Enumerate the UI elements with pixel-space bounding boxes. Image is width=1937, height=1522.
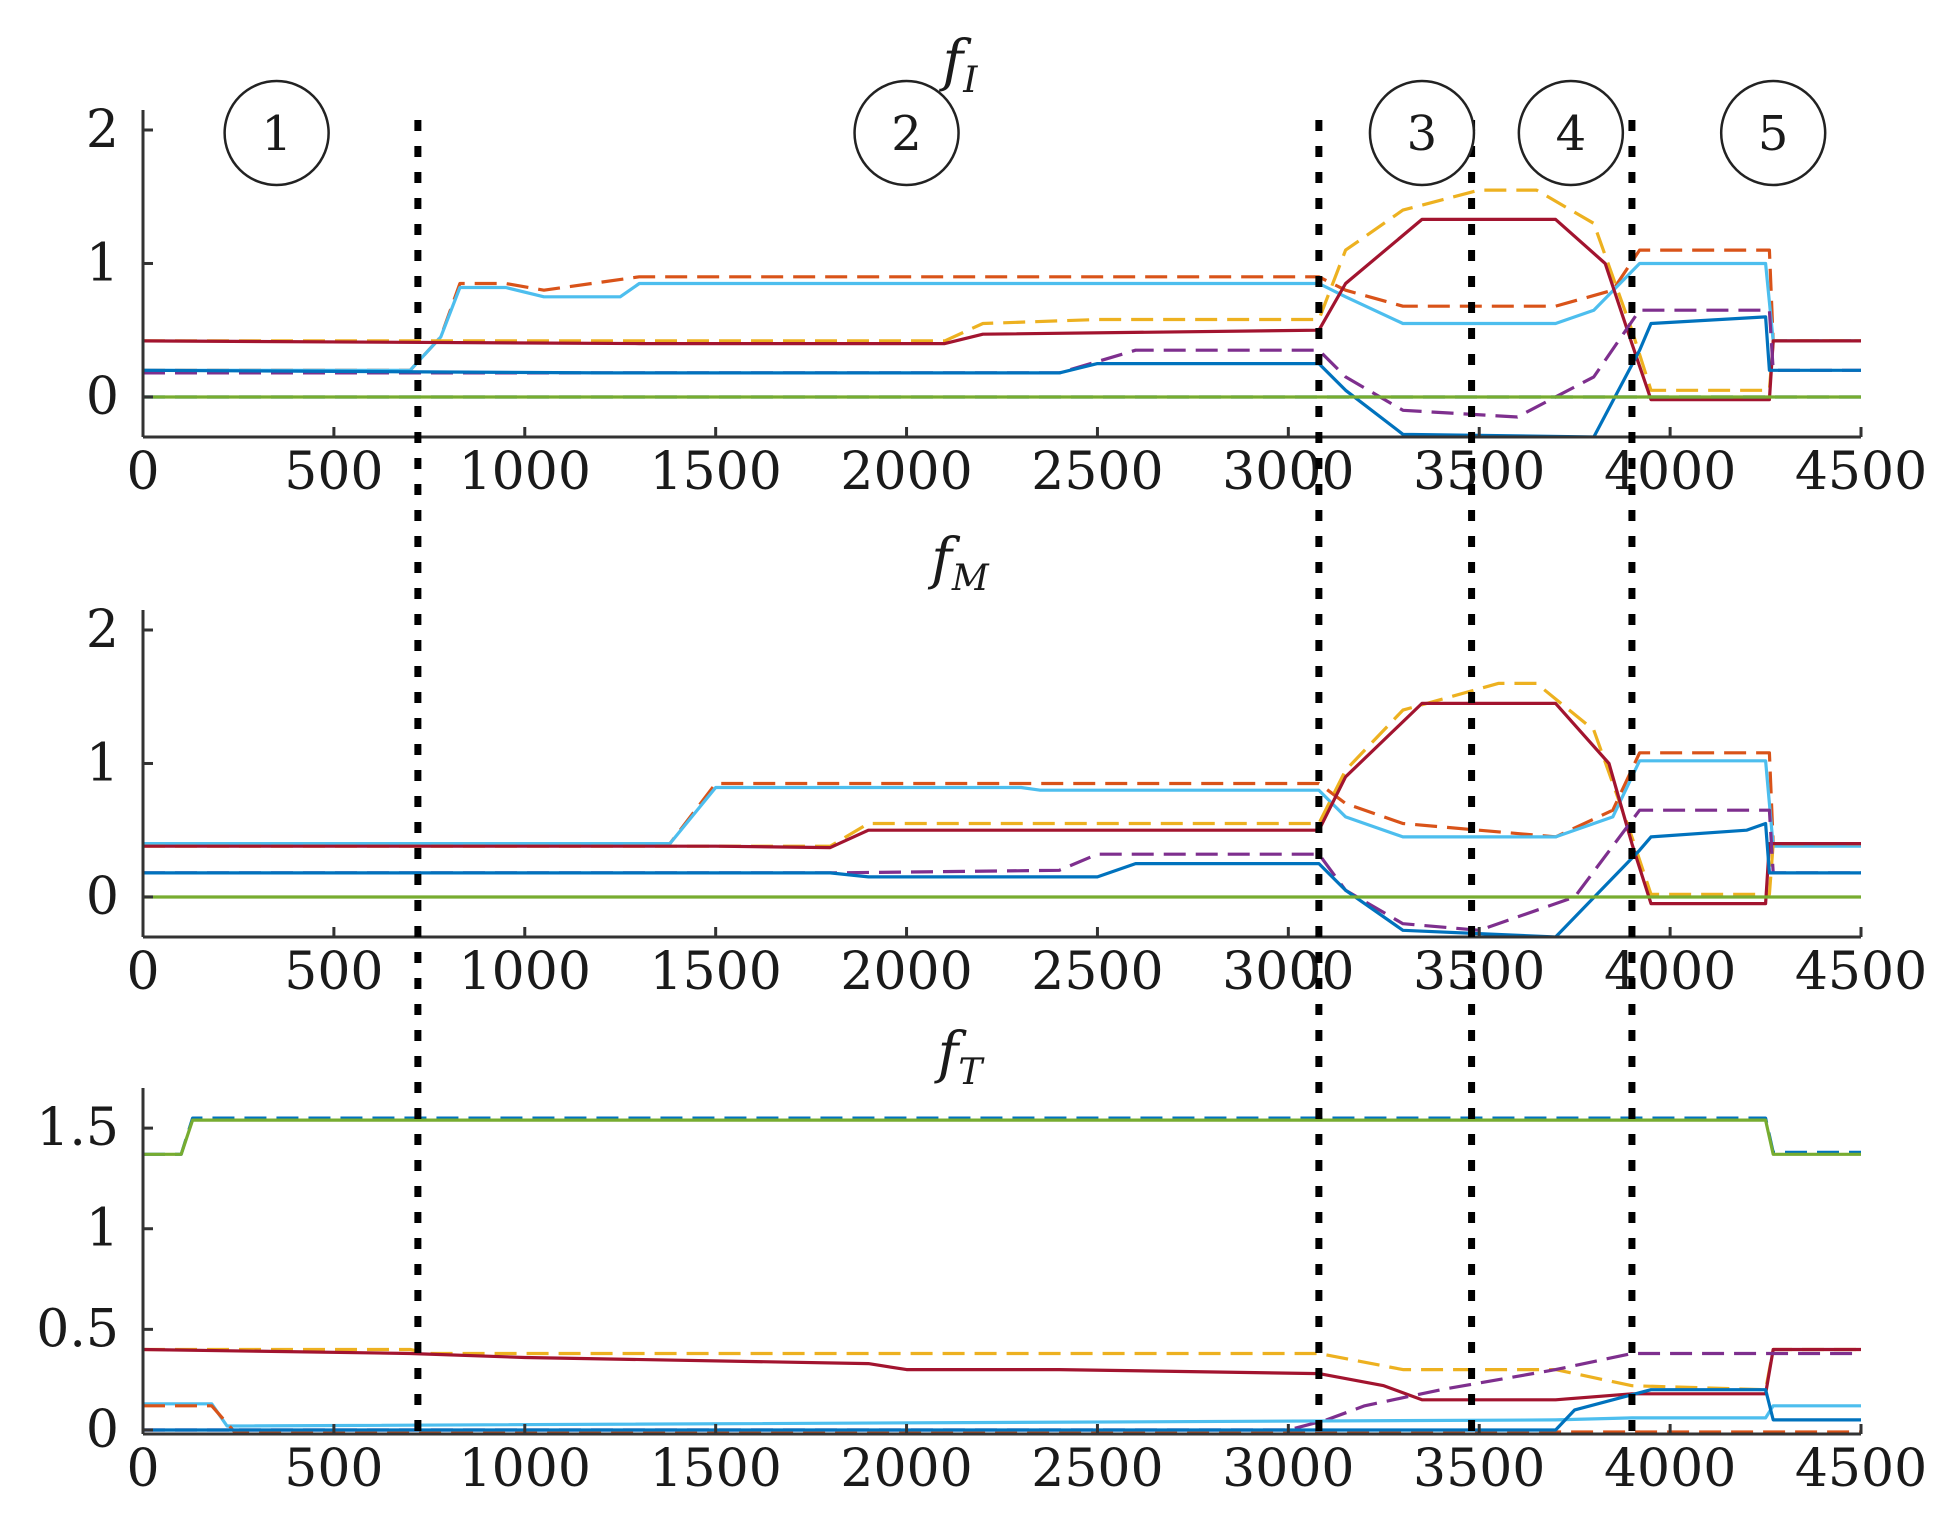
panel-f-t-x-tick-label: 4500 xyxy=(1795,1439,1927,1499)
phase-labels: 1 2 3 4 5 xyxy=(223,79,1827,187)
panel-f-t-y-tick-label: 0 xyxy=(86,1400,119,1460)
phase-circle xyxy=(853,79,960,187)
phase-circle xyxy=(1719,79,1827,187)
panel-f-m: fM 0 500 1000 1500 2000 2500 3000 3500 4000 4500 0… xyxy=(86,527,1927,1002)
panel-f-m-series-red xyxy=(143,701,1861,906)
panel-f-m-series-purple-dashed xyxy=(143,808,1861,932)
panel-f-i-series-yellow-dashed xyxy=(143,188,1861,392)
panel-f-m-series-orange-dashed xyxy=(143,751,1861,846)
panel-f-m-x-tick-label: 2500 xyxy=(1031,942,1163,1002)
panel-f-i-x-tick-label: 1500 xyxy=(649,442,781,502)
panel-f-i-y-tick-label: 2 xyxy=(86,100,119,160)
panel-f-i-x-tick-label: 4500 xyxy=(1795,442,1927,502)
panel-f-i-y-tick-label: 0 xyxy=(86,367,119,427)
panel-f-m-series-yellow-dashed xyxy=(143,681,1861,896)
phase-label: 1 xyxy=(261,106,292,162)
panel-f-m-x-tick-label: 4500 xyxy=(1795,942,1927,1002)
panel-f-i-series-purple-dashed xyxy=(143,308,1861,419)
panel-f-m-x-tick-label: 3000 xyxy=(1222,942,1354,1002)
phase-circle xyxy=(223,79,330,187)
panel-f-m-title: fM xyxy=(927,527,990,599)
panel-f-i-x-tick-label: 4000 xyxy=(1604,442,1736,502)
panel-f-t-series-blue-dashed xyxy=(143,1116,1861,1156)
panel-f-m-series-blue xyxy=(143,821,1861,937)
panel-f-t-y-tick-label: 0.5 xyxy=(36,1299,119,1359)
panel-f-m-x-tick-label: 4000 xyxy=(1604,942,1736,1002)
panel-f-t-x-tick-label: 1000 xyxy=(459,1439,591,1499)
panel-f-m-y-tick-label: 1 xyxy=(86,733,119,793)
panel-f-i-series-red xyxy=(143,217,1861,402)
panel-f-t-x-tick-label: 4000 xyxy=(1604,1439,1736,1499)
panel-f-m-x-tick-label: 3500 xyxy=(1413,942,1545,1002)
phase-circle xyxy=(1368,79,1476,187)
panel-f-i-x-tick-label: 0 xyxy=(126,442,159,502)
panel-f-t-series-purple-dashed xyxy=(143,1351,1861,1432)
panel-f-t-series-cyan xyxy=(143,1402,1861,1428)
panel-f-m-y-tick-label: 0 xyxy=(86,867,119,927)
panel-f-t-x-tick-label: 3000 xyxy=(1222,1439,1354,1499)
panel-f-t-y-tick-label: 1.5 xyxy=(36,1098,119,1158)
panel-f-t-x-tick-label: 0 xyxy=(126,1439,159,1499)
panel-f-i-title: fI xyxy=(939,29,979,101)
panel-f-i-x-tick-label: 3000 xyxy=(1222,442,1354,502)
panel-f-i-x-tick-label: 2000 xyxy=(840,442,972,502)
panel-f-i-x-tick-label: 500 xyxy=(284,442,383,502)
panel-f-i-x-tick-label: 3500 xyxy=(1413,442,1545,502)
panel-f-t-x-tick-label: 500 xyxy=(284,1439,383,1499)
panel-f-i-y-tick-label: 1 xyxy=(86,233,119,293)
panel-f-m-x-tick-label: 500 xyxy=(284,942,383,1002)
phase-label: 5 xyxy=(1758,106,1789,162)
panel-f-t: fT 0 500 1000 1500 2000 2500 3000 3500 4000 4500 0… xyxy=(36,1021,1927,1499)
panel-f-t-series-blue xyxy=(143,1388,1861,1432)
panel-f-m-x-tick-label: 2000 xyxy=(840,942,972,1002)
panel-f-t-y-tick-label: 1 xyxy=(86,1199,119,1259)
panel-f-t-series-red xyxy=(143,1347,1861,1402)
panel-f-t-x-tick-label: 3500 xyxy=(1413,1439,1545,1499)
panel-f-i-x-tick-label: 2500 xyxy=(1031,442,1163,502)
panel-f-t-x-tick-label: 1500 xyxy=(649,1439,781,1499)
panel-f-t-series-green xyxy=(143,1118,1861,1156)
panel-f-i: fI 0 500 1000 1500 2000 2500 3000 3500 4000 4500 0… xyxy=(86,29,1927,502)
panel-f-t-x-tick-label: 2500 xyxy=(1031,1439,1163,1499)
phase-circle xyxy=(1517,79,1625,187)
panel-f-i-series-blue xyxy=(143,315,1861,437)
panel-f-m-series-cyan xyxy=(143,759,1861,848)
panel-f-m-x-tick-label: 0 xyxy=(126,942,159,1002)
panel-f-i-series-orange-dashed xyxy=(143,248,1861,372)
panel-f-t-series-orange-dashed xyxy=(143,1404,1861,1434)
panel-f-i-x-tick-label: 1000 xyxy=(459,442,591,502)
panel-f-i-series-cyan xyxy=(143,261,1861,372)
panel-f-t-x-tick-label: 2000 xyxy=(840,1439,972,1499)
phase-label: 4 xyxy=(1556,106,1587,162)
phase-label: 3 xyxy=(1407,106,1438,162)
panel-f-t-title: fT xyxy=(934,1021,986,1093)
panel-f-m-y-tick-label: 2 xyxy=(86,600,119,660)
panel-f-m-x-tick-label: 1500 xyxy=(649,942,781,1002)
panel-f-m-x-tick-label: 1000 xyxy=(459,942,591,1002)
phase-label: 2 xyxy=(891,106,922,162)
